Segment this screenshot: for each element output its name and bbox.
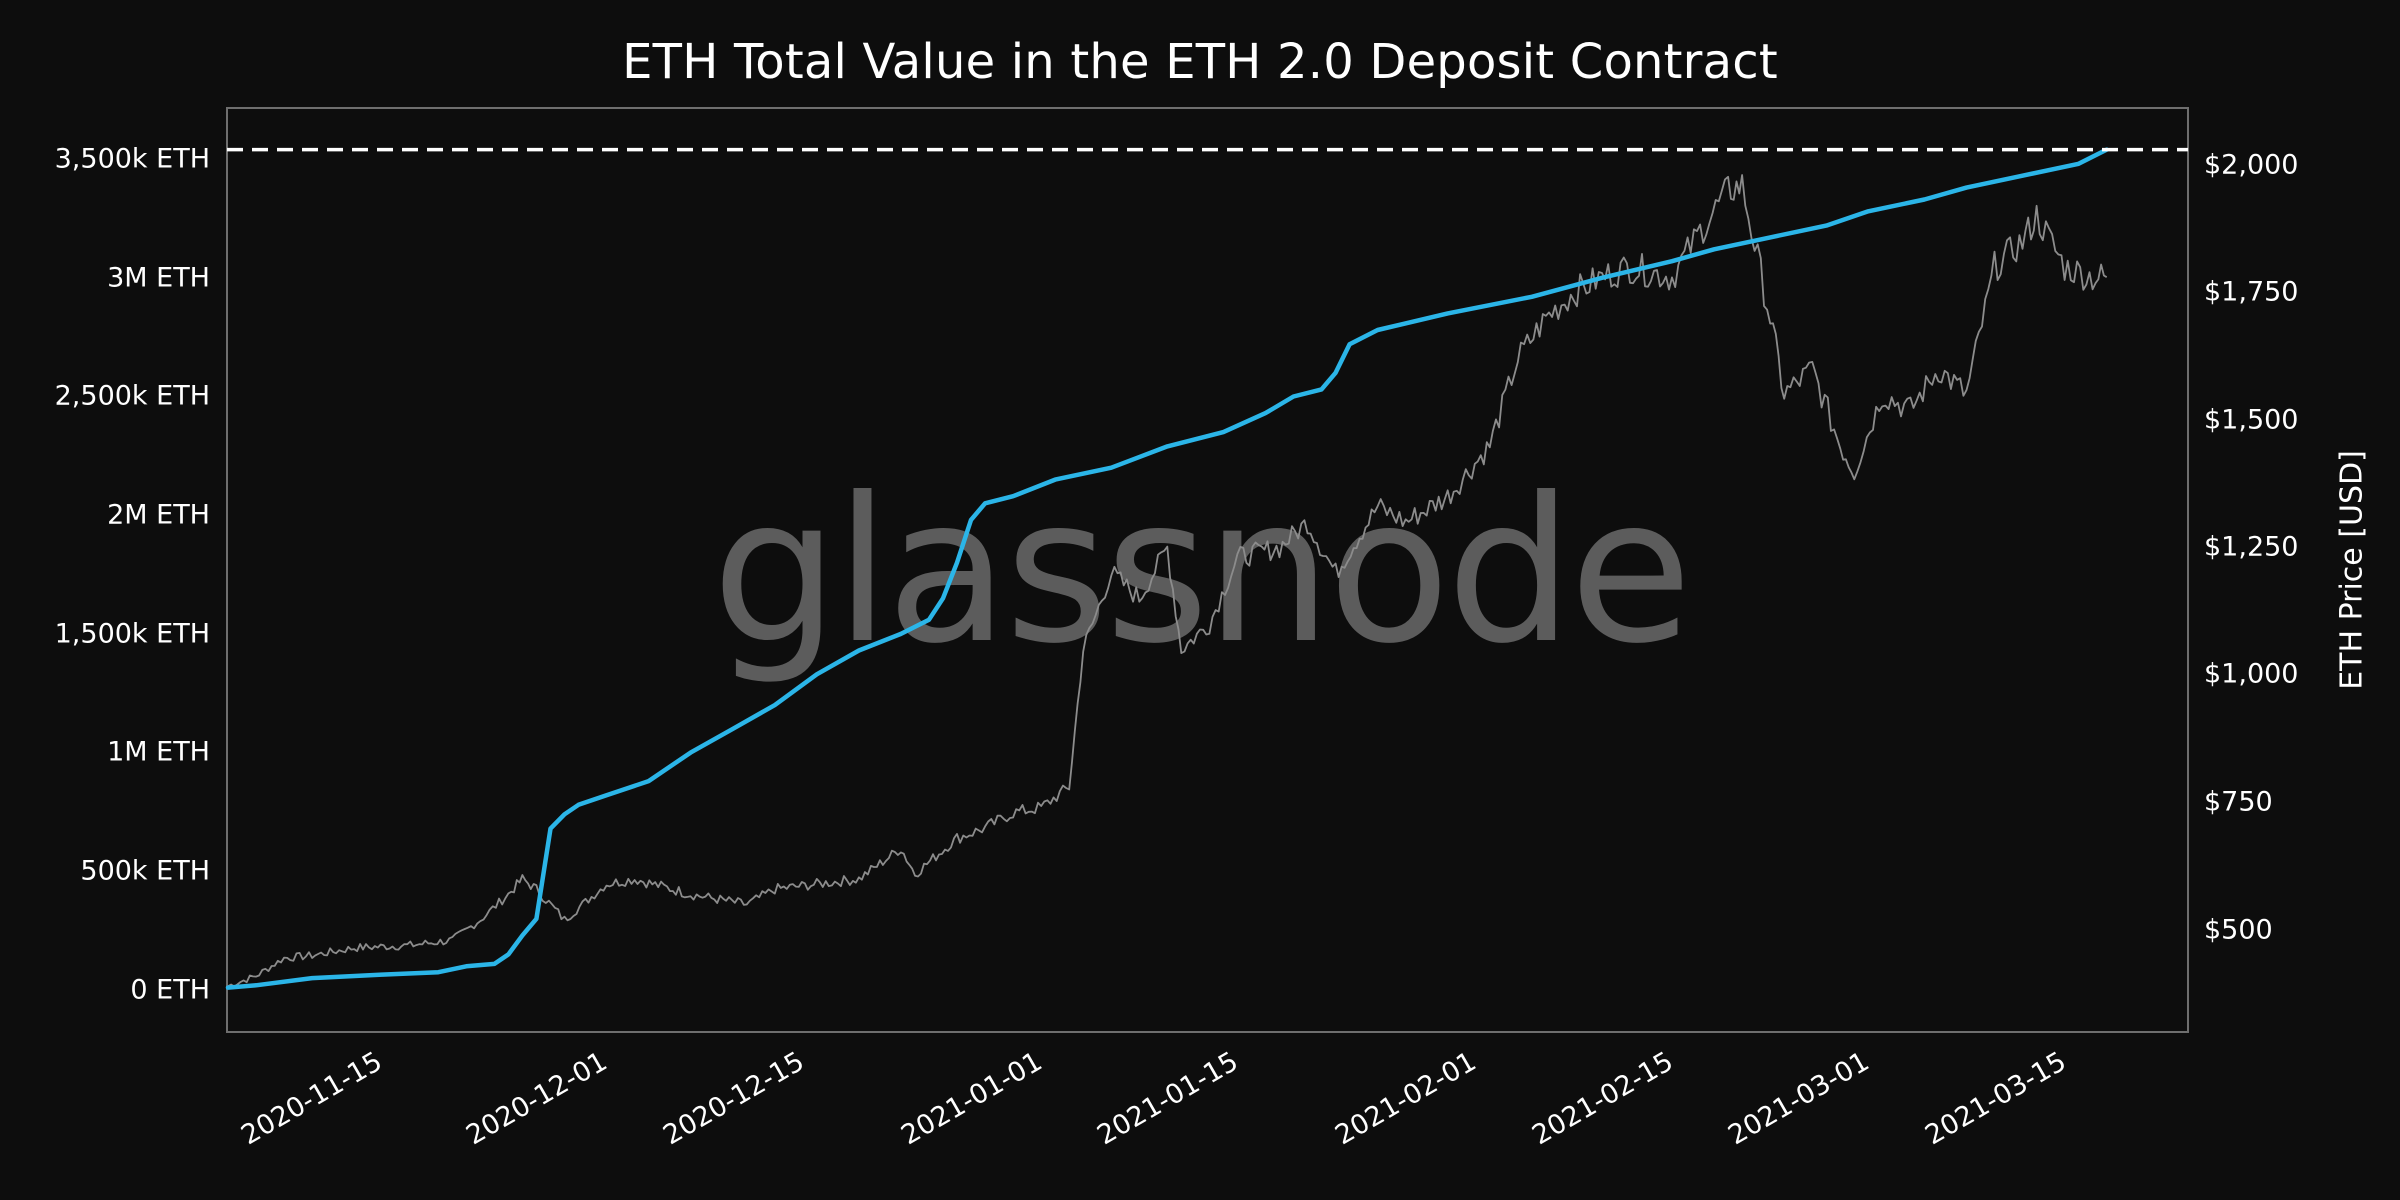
- right-tick-label: $1,000: [2204, 658, 2299, 690]
- left-tick-label: 1M ETH: [107, 736, 210, 768]
- left-tick-label: 1,500k ETH: [54, 618, 210, 650]
- right-tick-label: $1,250: [2204, 531, 2299, 563]
- left-tick-label: 3M ETH: [107, 262, 210, 294]
- right-tick-label: $1,750: [2204, 276, 2299, 308]
- right-axis-label: ETH Price [USD]: [2334, 450, 2370, 690]
- deposit-line: [225, 147, 2109, 990]
- left-tick-label: 500k ETH: [80, 855, 210, 887]
- plot-frame: [226, 107, 2189, 1033]
- right-tick-label: $1,500: [2204, 404, 2299, 436]
- left-tick-label: 2,500k ETH: [54, 380, 210, 412]
- watermark-logo: glassnode: [712, 455, 1689, 688]
- chart-title: ETH Total Value in the ETH 2.0 Deposit C…: [622, 34, 1778, 90]
- left-tick-label: 0 ETH: [130, 974, 210, 1006]
- right-tick-label: $2,000: [2204, 149, 2299, 181]
- left-tick-label: 2M ETH: [107, 499, 210, 531]
- left-tick-label: 3,500k ETH: [54, 143, 210, 175]
- right-tick-label: $750: [2204, 786, 2273, 818]
- right-tick-label: $500: [2204, 914, 2273, 946]
